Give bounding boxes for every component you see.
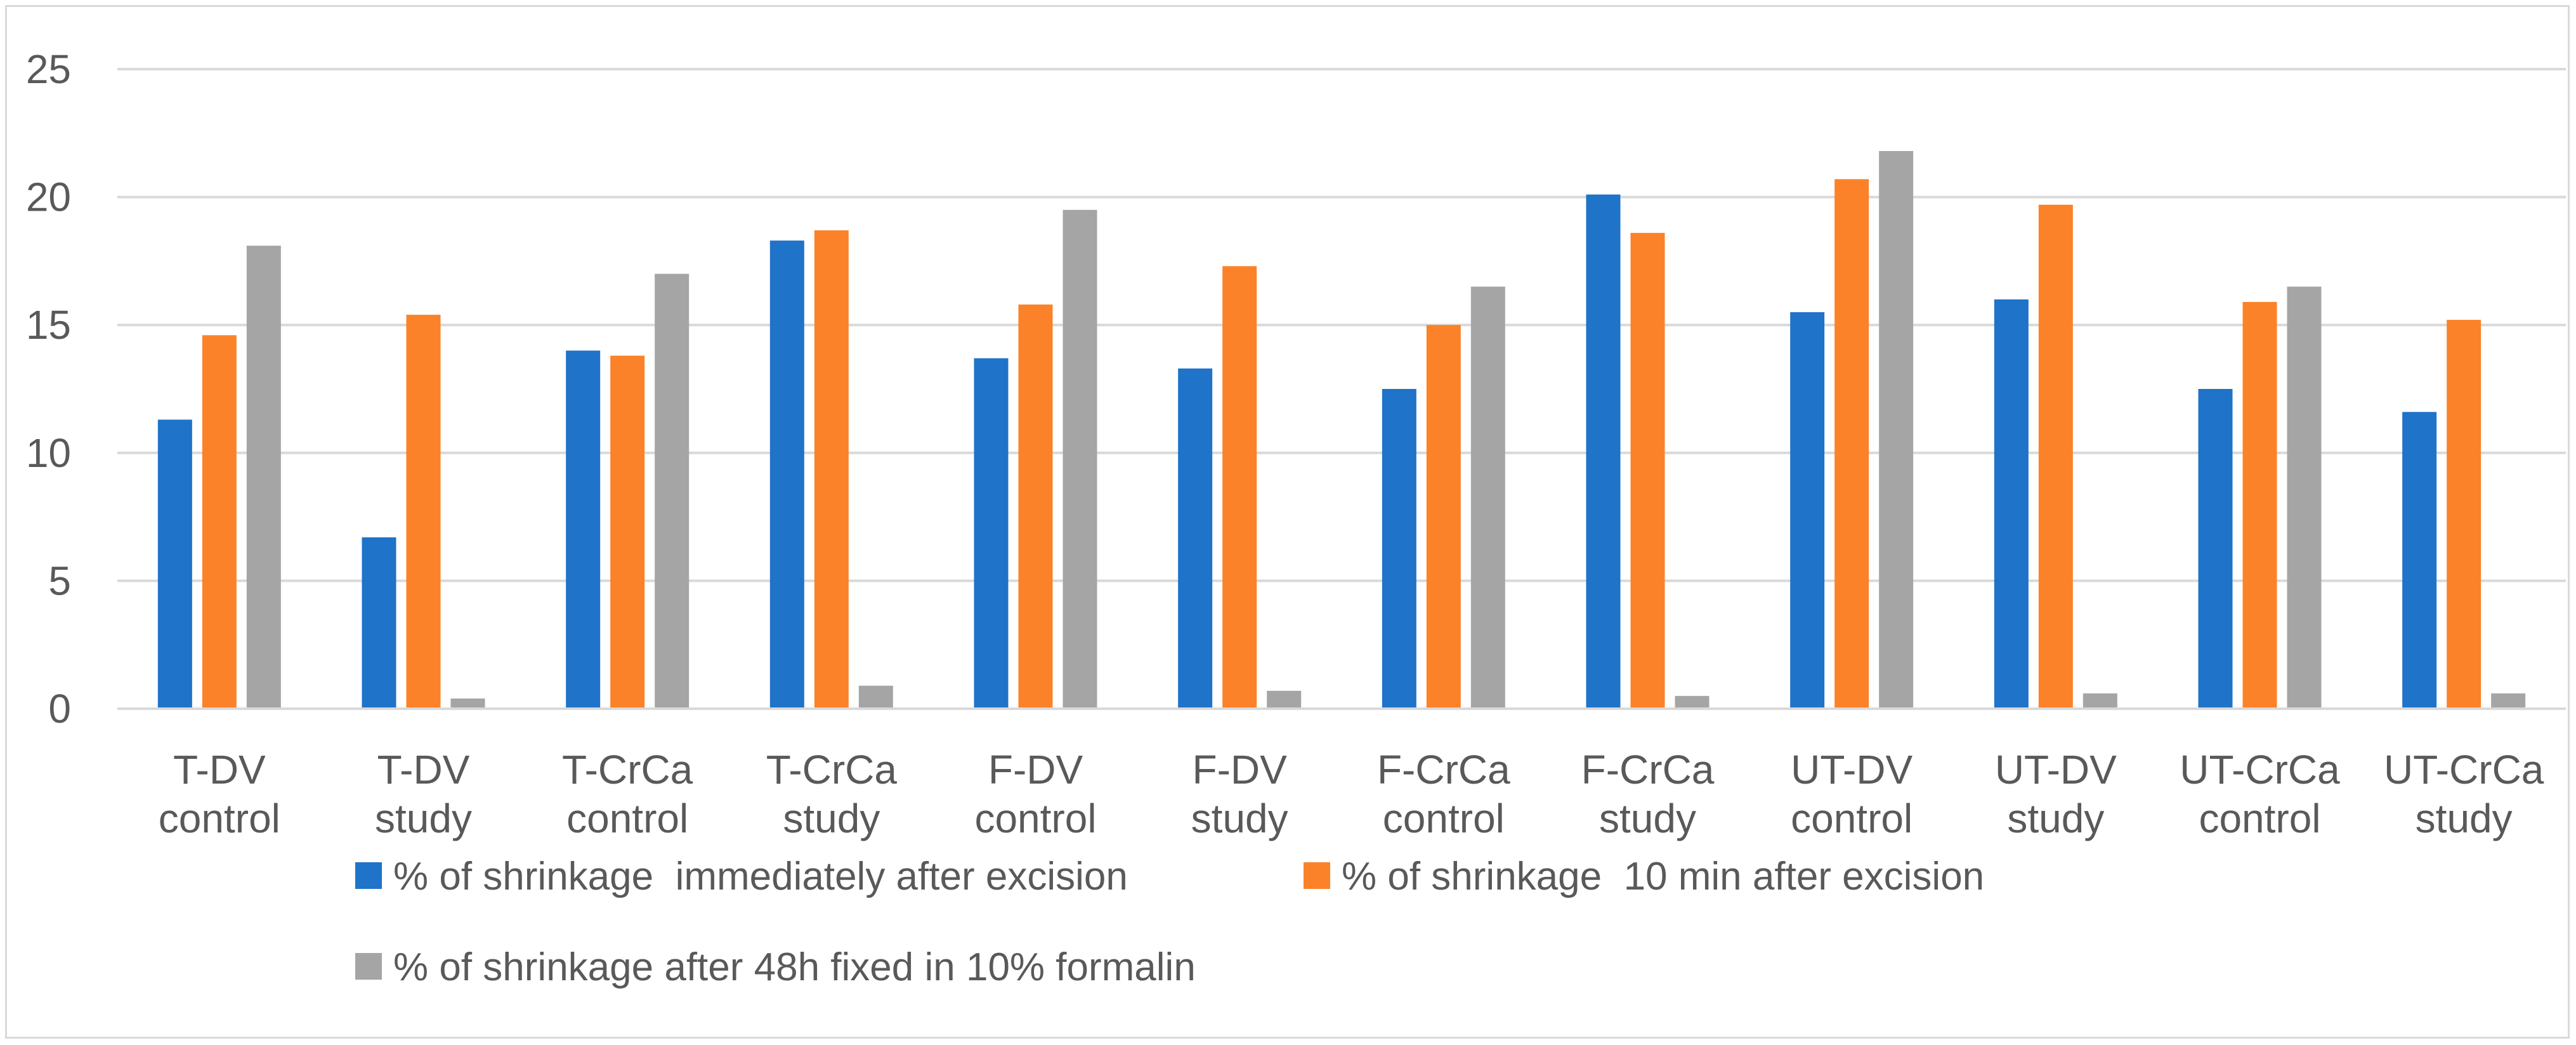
bar-t-dv-study-series-3 <box>450 698 485 709</box>
bar-t-crca-study-series-3 <box>858 685 893 709</box>
bar-t-crca-control-series-1 <box>566 350 601 709</box>
bar-t-dv-control-series-1 <box>157 419 192 709</box>
x-category-label-8-line-1: F-CrCa <box>1581 747 1715 792</box>
x-category-label-9-line-1: UT-DV <box>1791 747 1912 792</box>
y-tick-label-15: 15 <box>26 302 71 348</box>
x-category-label-3-line-1: T-CrCa <box>562 747 693 792</box>
y-tick-label-20: 20 <box>26 174 71 220</box>
bar-f-crca-control-series-2 <box>1426 325 1461 709</box>
bar-t-dv-study-series-1 <box>362 537 396 709</box>
bar-t-crca-control-series-3 <box>655 273 690 709</box>
x-category-label-6-line-1: F-DV <box>1193 747 1288 792</box>
y-tick-label-0: 0 <box>48 686 71 732</box>
bar-ut-crca-study-series-2 <box>2447 320 2481 709</box>
bar-f-crca-study-series-2 <box>1630 233 1665 709</box>
bars <box>157 151 2526 709</box>
bar-ut-dv-study-series-2 <box>2038 204 2073 709</box>
x-category-label-7-line-2: control <box>1383 796 1505 841</box>
x-category-label-5-line-2: control <box>974 796 1096 841</box>
x-category-label-10-line-2: study <box>2007 796 2104 841</box>
bar-ut-dv-control-series-2 <box>1834 179 1869 709</box>
bar-ut-crca-control-series-2 <box>2242 301 2277 709</box>
x-category-label-12-line-1: UT-CrCa <box>2384 747 2544 792</box>
bar-ut-dv-control-series-3 <box>1879 151 1914 709</box>
x-category-label-10-line-1: UT-DV <box>1995 747 2117 792</box>
x-category-label-8-line-2: study <box>1599 796 1696 841</box>
legend: % of shrinkage immediately after excisio… <box>355 855 1984 989</box>
bar-f-dv-control-series-2 <box>1018 304 1053 709</box>
x-category-label-5-line-1: F-DV <box>988 747 1083 792</box>
bar-f-dv-control-series-1 <box>974 358 1009 709</box>
x-category-label-11-line-1: UT-CrCa <box>2180 747 2340 792</box>
bar-ut-crca-study-series-3 <box>2491 693 2526 709</box>
bar-ut-dv-control-series-1 <box>1790 312 1825 709</box>
bar-ut-crca-control-series-1 <box>2198 389 2233 709</box>
x-category-label-3-line-2: control <box>566 796 688 841</box>
x-category-label-4-line-2: study <box>783 796 880 841</box>
legend-swatch-1 <box>355 862 382 889</box>
legend-label-2: % of shrinkage 10 min after excision <box>1342 855 1984 898</box>
bar-t-dv-study-series-2 <box>406 315 441 709</box>
x-category-label-2-line-1: T-DV <box>377 747 470 792</box>
legend-swatch-3 <box>355 953 382 980</box>
bar-t-crca-study-series-1 <box>769 240 804 709</box>
legend-label-3: % of shrinkage after 48h fixed in 10% fo… <box>393 945 1196 989</box>
x-category-label-1-line-2: control <box>159 796 280 841</box>
y-tick-label-25: 25 <box>26 46 71 92</box>
x-category-label-11-line-2: control <box>2199 796 2320 841</box>
x-axis-category-labels: T-DVcontrolT-DVstudyT-CrCacontrolT-CrCas… <box>159 747 2544 841</box>
x-category-label-7-line-1: F-CrCa <box>1377 747 1510 792</box>
y-axis-tick-labels: 0 5 10 15 20 25 <box>26 46 71 732</box>
legend-swatch-2 <box>1304 862 1330 889</box>
bar-f-dv-control-series-3 <box>1062 209 1097 709</box>
legend-label-1: % of shrinkage immediately after excisio… <box>393 855 1128 898</box>
bar-t-dv-control-series-3 <box>246 246 281 709</box>
y-tick-label-10: 10 <box>26 430 71 476</box>
x-category-label-1-line-1: T-DV <box>173 747 266 792</box>
bar-t-crca-control-series-2 <box>610 355 645 709</box>
bar-ut-crca-control-series-3 <box>2287 286 2322 709</box>
bar-f-dv-study-series-1 <box>1178 368 1213 709</box>
bar-ut-dv-study-series-1 <box>1994 299 2029 709</box>
bar-f-crca-study-series-3 <box>1675 695 1710 709</box>
bar-f-crca-study-series-1 <box>1586 194 1621 709</box>
bar-f-crca-control-series-1 <box>1382 389 1416 709</box>
x-category-label-9-line-2: control <box>1791 796 1912 841</box>
bar-t-dv-control-series-2 <box>202 335 237 709</box>
bar-f-crca-control-series-3 <box>1470 286 1505 709</box>
y-tick-label-5: 5 <box>48 558 71 603</box>
bar-ut-crca-study-series-1 <box>2402 412 2437 709</box>
x-category-label-6-line-2: study <box>1191 796 1288 841</box>
bar-t-crca-study-series-2 <box>814 230 849 709</box>
x-category-label-2-line-2: study <box>375 796 472 841</box>
x-category-label-4-line-1: T-CrCa <box>766 747 898 792</box>
bar-f-dv-study-series-2 <box>1222 266 1257 709</box>
x-category-label-12-line-2: study <box>2416 796 2513 841</box>
bar-ut-dv-study-series-3 <box>2082 693 2117 709</box>
gridlines <box>117 68 2566 582</box>
bar-f-dv-study-series-3 <box>1267 690 1302 709</box>
